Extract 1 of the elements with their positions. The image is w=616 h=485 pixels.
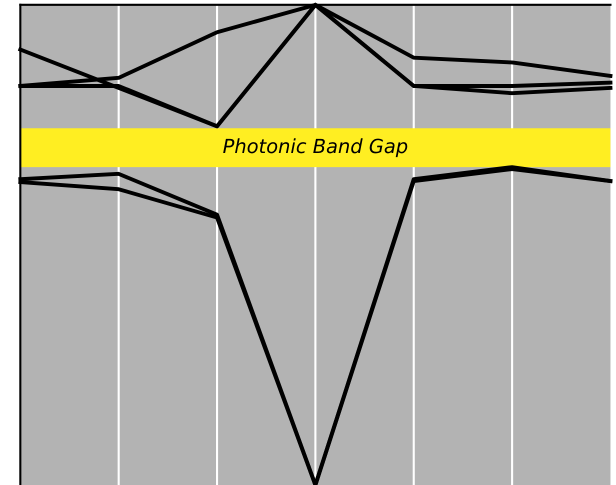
band-label: Photonic Band Gap (223, 138, 408, 158)
